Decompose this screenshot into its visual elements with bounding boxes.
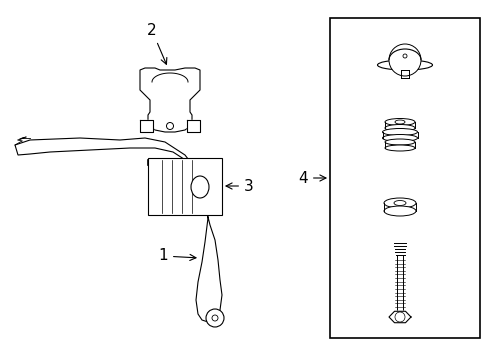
Circle shape	[394, 312, 404, 322]
Ellipse shape	[384, 145, 414, 151]
Polygon shape	[148, 158, 222, 215]
Circle shape	[402, 54, 406, 58]
Bar	[329, 18, 479, 338]
Text: 4: 4	[298, 171, 325, 185]
Ellipse shape	[384, 139, 414, 145]
Polygon shape	[15, 138, 222, 322]
Ellipse shape	[384, 118, 414, 126]
Ellipse shape	[377, 60, 431, 70]
Polygon shape	[396, 255, 402, 310]
Text: 3: 3	[225, 179, 253, 194]
Ellipse shape	[394, 120, 404, 124]
Ellipse shape	[383, 198, 415, 208]
Circle shape	[166, 122, 173, 130]
Ellipse shape	[191, 176, 208, 198]
Polygon shape	[388, 311, 410, 323]
Circle shape	[212, 315, 218, 321]
Ellipse shape	[383, 206, 415, 216]
Ellipse shape	[382, 129, 417, 135]
Text: 2: 2	[147, 23, 166, 64]
Polygon shape	[186, 120, 200, 132]
Ellipse shape	[384, 125, 414, 131]
Polygon shape	[140, 120, 153, 132]
Ellipse shape	[393, 201, 405, 206]
Circle shape	[205, 309, 224, 327]
Circle shape	[388, 44, 420, 76]
Polygon shape	[140, 68, 200, 132]
Text: 1: 1	[158, 248, 196, 264]
Ellipse shape	[382, 135, 417, 141]
